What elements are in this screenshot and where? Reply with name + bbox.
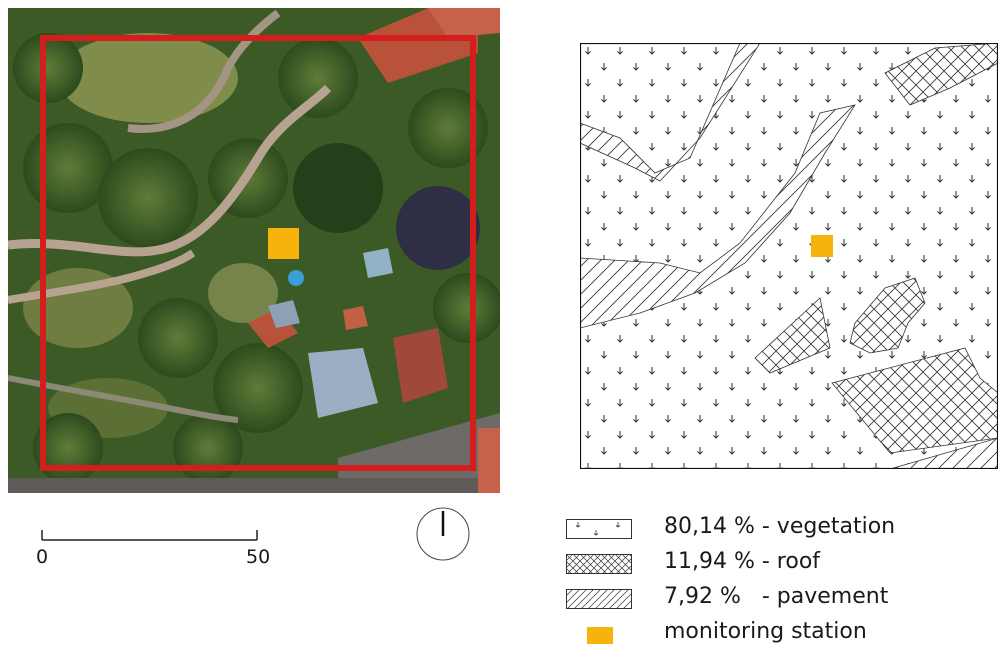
scale-label-start: 0 <box>36 546 49 568</box>
study-area-boundary <box>40 35 476 471</box>
footpath <box>8 249 196 304</box>
monitoring-station-square-icon <box>587 627 613 644</box>
landuse-map <box>580 43 998 469</box>
footpath <box>127 9 281 133</box>
grass-patch <box>208 263 278 323</box>
roof-area <box>849 277 926 354</box>
pavement-area <box>889 437 998 469</box>
scale-label-end: 50 <box>246 546 271 568</box>
street <box>8 478 500 493</box>
building-roofs <box>478 428 500 493</box>
vegetation-pattern-icon <box>566 519 632 539</box>
building-roofs <box>248 8 500 418</box>
grass-patch <box>58 33 238 123</box>
roof-crosshatch-pattern-icon <box>566 554 632 574</box>
monitoring-station-marker <box>811 235 833 257</box>
legend: 80,14 % - vegetation 11,94 % - roof 7,92… <box>566 514 996 649</box>
legend-label-roof: 11,94 % - roof <box>664 549 821 574</box>
roof-area <box>754 297 831 374</box>
grass-patch <box>23 268 133 348</box>
pavement-diagonal-pattern-icon <box>566 589 632 609</box>
street <box>338 413 500 493</box>
pavement-area <box>580 104 856 329</box>
north-arrow-icon <box>416 507 470 561</box>
pavement-area <box>580 43 761 182</box>
footpath <box>8 84 332 257</box>
roof-area <box>884 43 998 106</box>
aerial-photo <box>8 8 500 493</box>
monitoring-station-marker <box>268 228 299 259</box>
roof-area <box>831 347 998 454</box>
scale-bar <box>41 530 258 541</box>
legend-label-monitoring-station: monitoring station <box>664 619 867 644</box>
legend-label-pavement: 7,92 % - pavement <box>664 584 889 609</box>
legend-label-vegetation: 80,14 % - vegetation <box>664 514 896 539</box>
footpath <box>8 375 239 423</box>
